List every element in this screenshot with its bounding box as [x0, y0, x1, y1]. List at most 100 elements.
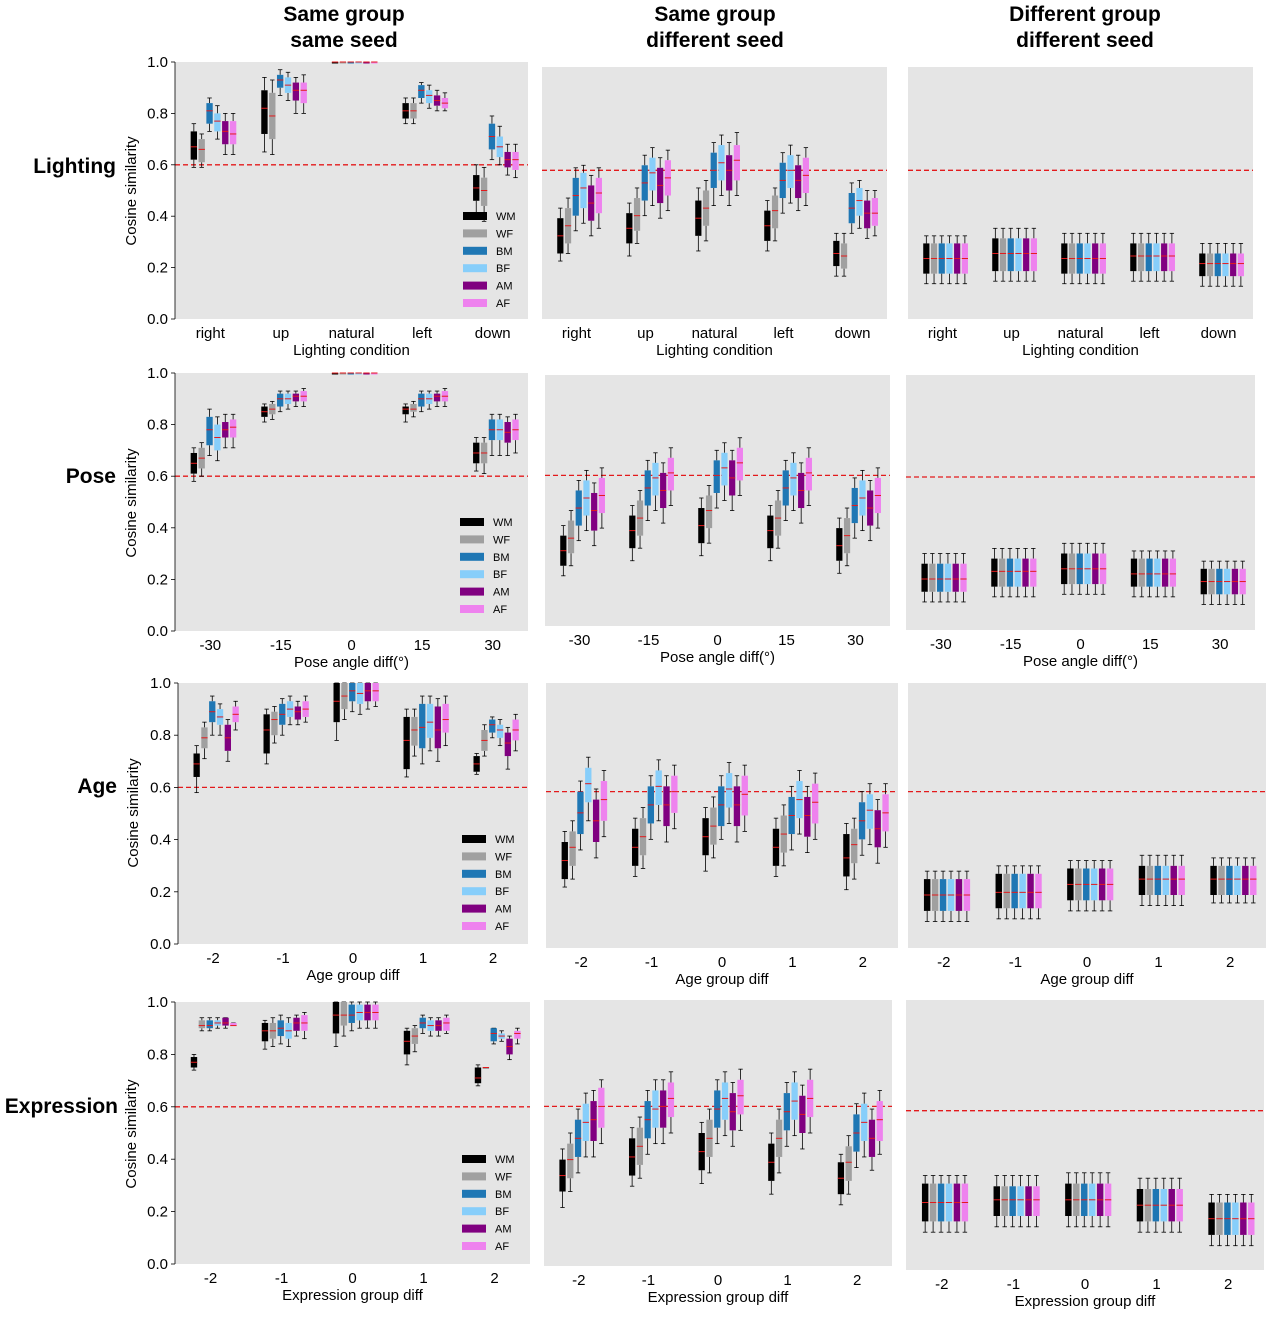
box-BF [214, 416, 221, 462]
xtick-label: down [1201, 325, 1237, 342]
box-BM [783, 1082, 790, 1147]
box-BF [721, 1071, 729, 1137]
box-AF [595, 167, 602, 229]
box-AF [512, 143, 519, 179]
box-body [1222, 253, 1229, 277]
box-body [489, 719, 496, 733]
ytick-label: 0.0 [147, 311, 168, 328]
box-WF [1137, 232, 1145, 282]
box-body [733, 786, 741, 827]
box-AF [805, 447, 812, 506]
legend-swatch-am [462, 1224, 486, 1233]
box-BF [1154, 550, 1161, 598]
box-body [433, 393, 441, 402]
box-body [261, 1022, 269, 1042]
x-axis-label: Age group diff [306, 967, 400, 984]
box-body [222, 121, 229, 145]
xtick-label: -2 [937, 954, 950, 971]
box-WM [923, 235, 930, 285]
box-BF [791, 1071, 798, 1137]
column-title-3-line1: Different group [1009, 3, 1161, 26]
box-BM [348, 1001, 355, 1032]
box-BF [866, 783, 874, 846]
legend-swatch-af [460, 605, 484, 613]
box-AF [443, 1014, 450, 1034]
box-BF [1222, 242, 1229, 287]
box-AM [222, 413, 229, 449]
box-AM [1096, 1172, 1104, 1228]
box-BM [277, 1014, 284, 1045]
ylabel-pose: Cosine similarity [123, 448, 140, 558]
box-AF [1099, 232, 1106, 285]
box-body [663, 786, 670, 827]
box-WF [636, 490, 644, 549]
box-AM [222, 113, 229, 155]
box-AM [222, 1017, 229, 1029]
box-WF [705, 485, 713, 544]
xtick-label: up [637, 325, 654, 342]
legend-swatch-am [462, 904, 486, 913]
box-body [418, 85, 425, 98]
box-AF [300, 388, 307, 407]
legend-swatch-bm [463, 246, 487, 255]
box-body [929, 563, 936, 592]
box-BF [583, 469, 590, 532]
box-BF [498, 1030, 505, 1042]
box-BF [1160, 1177, 1168, 1233]
box-WM [993, 1175, 1000, 1228]
box-BF [649, 147, 656, 207]
box-AF [300, 74, 307, 114]
ytick-label: 0.8 [147, 1046, 168, 1063]
legend: WM WF BM BF AM AF [462, 834, 515, 933]
box-WF [1001, 1175, 1008, 1228]
box-WF [774, 490, 782, 549]
box-AF [1033, 1175, 1040, 1228]
box-WM [263, 708, 270, 765]
box-BF [355, 61, 362, 64]
box-AF [1176, 1177, 1183, 1233]
box-body [198, 1020, 206, 1029]
box-BM [644, 459, 651, 521]
box-AF [229, 413, 237, 449]
xtick-label: -1 [642, 1272, 655, 1289]
box-BF [790, 452, 797, 511]
box-body [1019, 873, 1026, 909]
box-AM [798, 462, 805, 524]
box-body [741, 775, 748, 816]
legend-swatch-wm [462, 1155, 486, 1163]
legend-label-wm: WM [496, 211, 516, 223]
box-BF [582, 1092, 589, 1158]
box-AF [667, 1071, 675, 1134]
box-AF [600, 770, 608, 838]
box-body [1210, 865, 1217, 895]
box-body [771, 195, 779, 229]
box-WM [403, 1027, 411, 1066]
box-AM [1161, 232, 1168, 282]
box-body [991, 558, 998, 587]
legend-swatch-wm [462, 835, 486, 843]
box-body [1022, 558, 1029, 587]
box-AM [868, 1108, 876, 1171]
box-body [514, 1030, 521, 1039]
box-body [836, 528, 843, 561]
ytick-label: 1.0 [150, 675, 171, 692]
box-WM [403, 708, 410, 778]
box-AF [874, 467, 881, 529]
box-AM [726, 142, 733, 207]
box-WF [567, 1132, 574, 1192]
box-WM [1130, 232, 1137, 282]
panel-r1-c1: 0.0 0.2 0.4 0.6 0.8 1.0 right up natural left down… [147, 54, 528, 359]
box-body [1226, 865, 1233, 895]
box-AM [804, 785, 811, 853]
box-BF [1162, 854, 1170, 906]
box-body [876, 1101, 883, 1141]
box-BF [1015, 227, 1022, 282]
box-body [442, 703, 449, 733]
row-label-expression: Expression [5, 1095, 118, 1118]
xtick-label: 0 [713, 632, 721, 649]
xtick-label: 1 [1152, 1276, 1160, 1293]
box-BM [647, 775, 655, 840]
x-axis-label: Pose angle diff(°) [1023, 653, 1138, 670]
box-body [1033, 1186, 1040, 1216]
box-WF [564, 197, 572, 254]
